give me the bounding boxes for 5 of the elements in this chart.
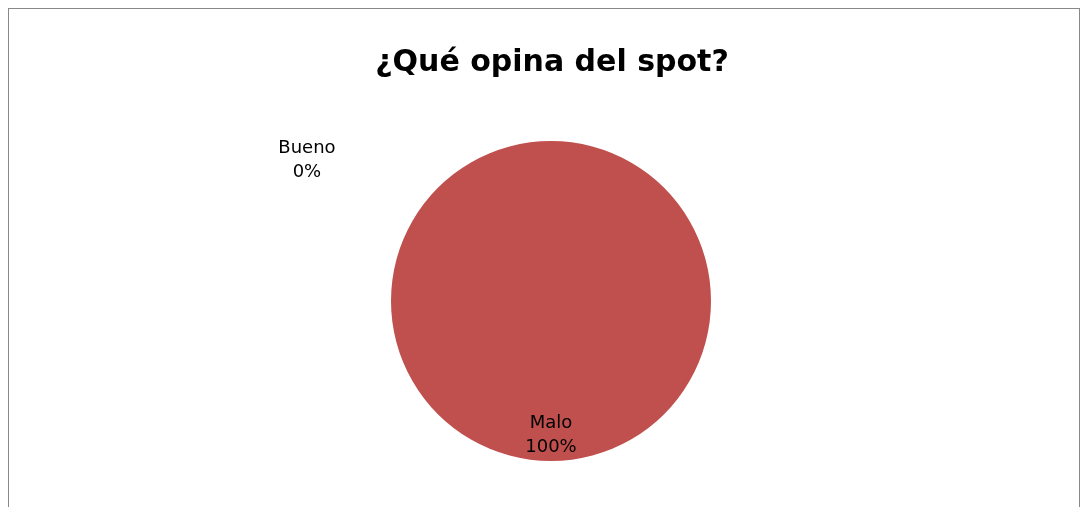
data-label: 100% bbox=[525, 435, 577, 457]
chart-title: ¿Qué opina del spot? bbox=[375, 43, 729, 78]
slice-label: Malo bbox=[529, 411, 573, 433]
text: 0% bbox=[292, 159, 322, 181]
category-label: Bueno bbox=[278, 135, 336, 157]
